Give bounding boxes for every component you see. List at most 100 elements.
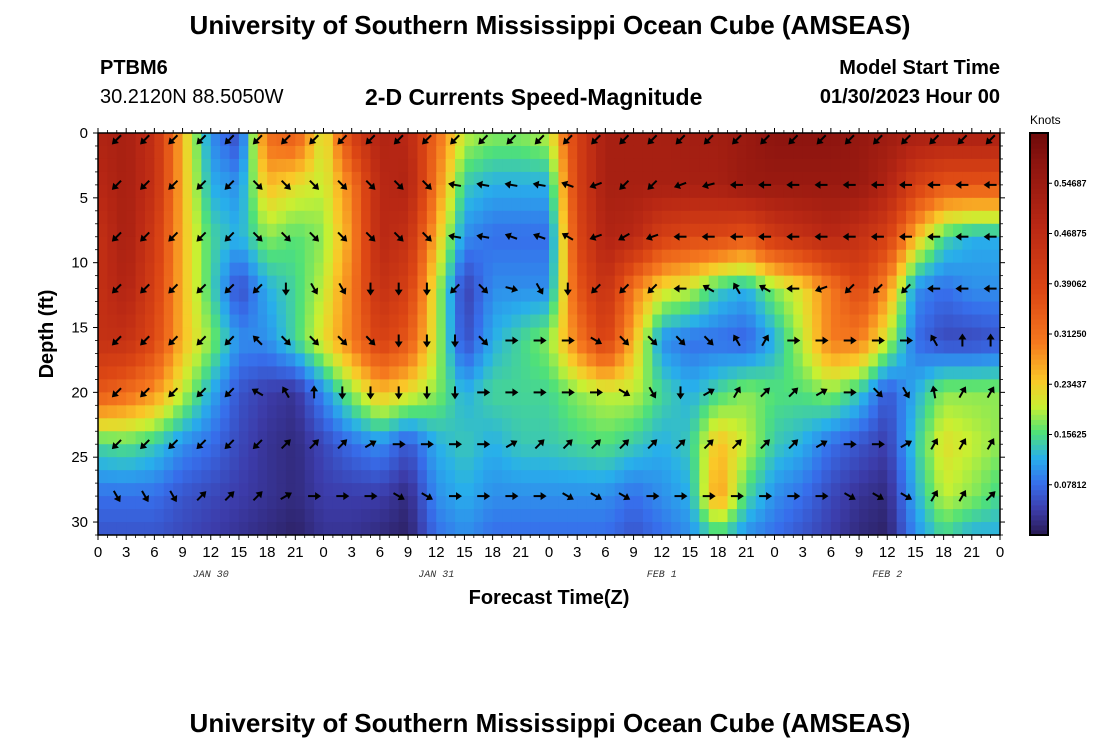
- heatmap-cell: [887, 405, 898, 419]
- heatmap-cell: [389, 275, 400, 290]
- heatmap-cell: [896, 379, 907, 393]
- heatmap-cell: [342, 418, 353, 432]
- heatmap-cell: [699, 392, 710, 406]
- heatmap-cell: [116, 249, 127, 264]
- heatmap-cell: [182, 288, 193, 303]
- heatmap-cell: [953, 145, 964, 160]
- heatmap-cell: [708, 223, 719, 238]
- colorbar-band: [1030, 379, 1048, 385]
- heatmap-cell: [755, 431, 766, 445]
- heatmap-cell: [849, 340, 860, 355]
- current-vectors: [111, 134, 997, 503]
- colorbar-band: [1030, 183, 1048, 189]
- heatmap-cell: [971, 236, 982, 251]
- heatmap-cell: [971, 431, 982, 445]
- heatmap-cell: [539, 340, 550, 355]
- heatmap-cell: [962, 145, 973, 160]
- heatmap-cell: [107, 133, 118, 147]
- heatmap-cell: [671, 392, 682, 406]
- heatmap-cell: [633, 379, 644, 393]
- heatmap-cell: [558, 470, 569, 484]
- current-arrow: [252, 335, 263, 346]
- current-arrow: [111, 335, 122, 346]
- heatmap-cell: [783, 366, 794, 380]
- colorbar-band: [1030, 454, 1048, 461]
- colorbar-band: [1030, 359, 1048, 365]
- heatmap-cell: [549, 405, 559, 419]
- heatmap-cell: [859, 431, 870, 445]
- heatmap-cell: [727, 145, 738, 160]
- heatmap-cell: [981, 171, 992, 186]
- heatmap-cell: [295, 133, 306, 147]
- heatmap-cell: [445, 483, 456, 497]
- current-arrow: [872, 492, 884, 501]
- heatmap-cell: [238, 197, 249, 212]
- heatmap-cell: [267, 158, 278, 173]
- heatmap-cell: [802, 340, 813, 355]
- heatmap-cell: [502, 249, 513, 264]
- colorbar-band: [1030, 384, 1048, 390]
- heatmap-cell: [896, 314, 907, 329]
- heatmap-cell: [859, 392, 870, 406]
- heatmap-cell: [802, 431, 813, 445]
- heatmap-cell: [464, 496, 475, 510]
- current-arrow: [814, 285, 828, 293]
- heatmap-cell: [906, 522, 917, 535]
- heatmap-cell: [445, 145, 456, 160]
- colorbar-band: [1030, 529, 1048, 536]
- heatmap-cell: [314, 366, 325, 380]
- current-arrow: [252, 179, 263, 190]
- heatmap-cell: [295, 457, 306, 471]
- heatmap-cell: [379, 444, 390, 458]
- heatmap-cell: [408, 379, 419, 393]
- heatmap-cell: [473, 210, 484, 225]
- heatmap-cell: [473, 457, 484, 471]
- heatmap-cell: [464, 470, 475, 484]
- heatmap-cell: [689, 275, 700, 290]
- current-arrow: [701, 232, 715, 241]
- heatmap-cell: [971, 483, 982, 497]
- current-arrow: [394, 334, 403, 348]
- heatmap-cell: [520, 301, 531, 316]
- heatmap-cell: [455, 184, 466, 199]
- heatmap-cell: [276, 314, 287, 329]
- heatmap-cell: [304, 197, 315, 212]
- heatmap-cell: [661, 509, 672, 523]
- heatmap-cell: [887, 509, 898, 523]
- current-arrow: [788, 134, 799, 145]
- heatmap-cell: [567, 275, 578, 290]
- heatmap-cell: [267, 197, 278, 212]
- heatmap-cell: [793, 133, 804, 147]
- heatmap-cell: [868, 158, 879, 173]
- heatmap-cell: [953, 340, 964, 355]
- current-arrow: [983, 180, 997, 189]
- heatmap-cell: [577, 418, 588, 432]
- heatmap-cell: [492, 496, 503, 510]
- current-arrow: [308, 492, 322, 501]
- heatmap-cell: [671, 340, 682, 355]
- heatmap-cell: [370, 496, 381, 510]
- heatmap-cell: [417, 262, 428, 277]
- heatmap-cell: [182, 249, 193, 264]
- colorbar-band: [1030, 278, 1048, 285]
- heatmap-cell: [558, 171, 569, 186]
- heatmap-cell: [229, 522, 240, 535]
- heatmap-cell: [520, 327, 531, 342]
- heatmap-cell: [191, 275, 202, 290]
- heatmap-cell: [990, 314, 1000, 329]
- heatmap-cell: [182, 353, 193, 368]
- heatmap-cell: [755, 379, 766, 393]
- heatmap-cell: [220, 405, 231, 419]
- heatmap-cell: [971, 133, 982, 147]
- heatmap-cell: [426, 470, 437, 484]
- heatmap-cell: [398, 249, 409, 264]
- heatmap-cell: [567, 392, 578, 406]
- heatmap-cell: [906, 405, 917, 419]
- heatmap-cell: [304, 444, 315, 458]
- heatmap-cell: [520, 392, 531, 406]
- heatmap-cell: [821, 431, 832, 445]
- heatmap-cell: [624, 249, 635, 264]
- current-arrow: [140, 439, 150, 450]
- heatmap-cell: [98, 145, 108, 160]
- current-arrow: [758, 180, 772, 189]
